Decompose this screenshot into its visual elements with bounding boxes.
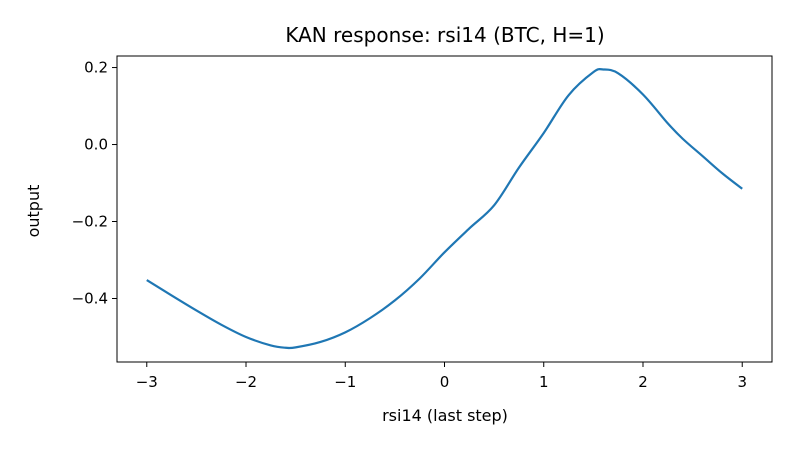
series-line <box>146 68 743 350</box>
x-tick-label: 1 <box>539 373 549 391</box>
x-tick-label: −2 <box>235 373 257 391</box>
y-axis-label: output <box>24 185 43 238</box>
series-layer <box>146 68 743 350</box>
y-tick-label: 0.0 <box>84 136 108 154</box>
x-tick-label: 3 <box>737 373 747 391</box>
chart-title: KAN response: rsi14 (BTC, H=1) <box>285 23 604 47</box>
y-axis: −0.4 −0.2 0.0 0.2 <box>72 59 117 307</box>
plot-area <box>116 55 773 363</box>
y-tick-label: −0.4 <box>72 289 108 307</box>
x-axis-label: rsi14 (last step) <box>382 406 508 425</box>
x-tick-label: 2 <box>638 373 648 391</box>
x-axis: −3 −2 −1 0 1 2 3 <box>136 362 747 391</box>
x-tick-label: −3 <box>136 373 158 391</box>
y-tick-label: −0.2 <box>72 213 108 231</box>
x-tick-label: −1 <box>334 373 356 391</box>
x-tick-label: 0 <box>440 373 450 391</box>
y-tick-label: 0.2 <box>84 59 108 77</box>
